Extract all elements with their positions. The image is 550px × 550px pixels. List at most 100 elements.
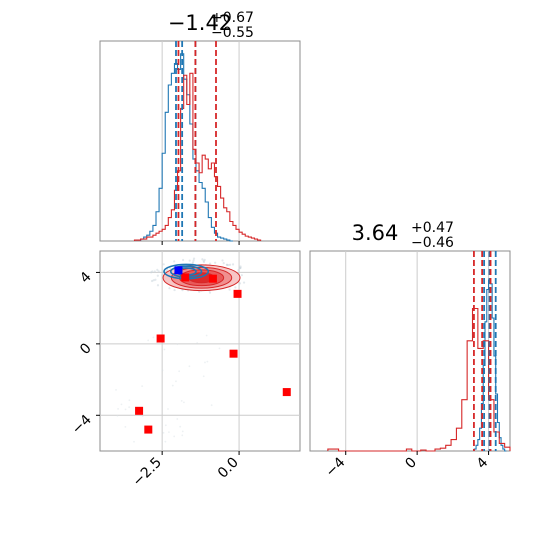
red-square-point	[233, 289, 242, 298]
sample-point	[191, 261, 194, 264]
red-square-point	[135, 406, 144, 415]
sample-point	[162, 263, 165, 266]
sample-point	[179, 425, 182, 428]
sample-point	[222, 261, 225, 265]
sample-point	[169, 267, 172, 270]
red-square-point	[282, 388, 291, 397]
sample-point	[176, 343, 179, 346]
sample-point	[155, 342, 158, 345]
sample-point	[210, 404, 213, 407]
sample-point	[133, 440, 135, 443]
x-tick-label: 0	[402, 455, 420, 473]
sample-point	[156, 284, 160, 287]
sample-point	[164, 424, 167, 427]
sample-point	[154, 278, 157, 281]
sample-point	[156, 274, 159, 277]
sample-point	[161, 369, 164, 372]
sample-point	[178, 370, 181, 373]
sample-point	[218, 347, 221, 350]
title-left-value: −1.42	[168, 11, 232, 35]
sample-point	[150, 271, 153, 274]
sample-point	[182, 401, 185, 404]
sample-point	[171, 384, 174, 387]
sample-point	[181, 258, 185, 262]
panel-top-left-title: −1.42	[168, 11, 232, 35]
sample-point	[201, 258, 204, 261]
sample-point	[242, 281, 246, 284]
panel-bottom-right-histogram: −4 0 4 3.64 +0.47 −0.46	[309, 220, 511, 480]
sample-point	[173, 288, 176, 292]
sample-point	[147, 339, 150, 342]
sample-point	[228, 263, 232, 266]
y-tick-label: 4	[77, 269, 95, 287]
sample-point	[204, 361, 206, 364]
sample-point	[128, 399, 131, 402]
sample-point	[238, 267, 242, 270]
x-tick-label: 4	[474, 454, 492, 472]
title-right-value: 3.64	[352, 221, 399, 245]
panel-bottom-left-scatter: −2.5 0.0 −4 0 4	[69, 250, 301, 490]
panel-bottom-left-frame	[99, 250, 301, 452]
sample-point	[206, 360, 209, 363]
red-square-point	[156, 334, 165, 343]
sample-point	[239, 265, 242, 268]
sample-point	[153, 270, 156, 273]
sample-point	[198, 290, 201, 293]
sample-point	[173, 435, 176, 438]
title-left-sup: +0.67	[211, 10, 254, 26]
sample-point	[231, 263, 235, 266]
sample-point	[156, 268, 159, 271]
sample-point	[208, 291, 212, 294]
panel-top-left-histogram: −1.42 +0.67 −0.55	[99, 10, 301, 245]
y-tick-label: −4	[69, 412, 95, 438]
sample-point	[221, 259, 224, 262]
title-right-sub: −0.46	[411, 235, 454, 251]
title-left-sub: −0.55	[211, 25, 254, 41]
sample-point	[175, 380, 177, 383]
sample-point	[238, 282, 242, 285]
sample-point	[181, 434, 184, 437]
sample-point	[167, 408, 169, 410]
sample-point	[141, 385, 144, 388]
x-tick-label: −4	[323, 454, 349, 480]
sample-point	[124, 408, 127, 411]
histogram-red	[327, 307, 511, 452]
sample-point	[228, 288, 231, 291]
x-tick-label: −2.5	[130, 455, 165, 490]
red-square-point	[229, 349, 238, 358]
sample-point	[141, 415, 144, 417]
sample-point	[124, 426, 127, 428]
sample-point	[192, 259, 195, 262]
sample-point	[202, 375, 205, 378]
sample-point	[120, 403, 123, 406]
blue-square-point	[174, 266, 183, 275]
red-square-point	[181, 273, 190, 282]
sample-point	[192, 257, 196, 260]
sample-point	[240, 274, 243, 277]
sample-point	[168, 287, 171, 290]
sample-point	[152, 336, 155, 339]
sample-point	[161, 274, 164, 277]
sample-point	[209, 262, 212, 265]
red-square-point	[208, 274, 217, 283]
histogram-red	[133, 72, 262, 241]
sample-point	[168, 431, 170, 433]
sample-point	[117, 407, 119, 410]
title-right-sup: +0.47	[411, 220, 454, 236]
sample-point	[225, 263, 229, 267]
red-square-point	[144, 425, 153, 434]
sample-point	[202, 260, 206, 264]
y-tick-label: 0	[77, 340, 95, 358]
sample-point	[181, 430, 184, 433]
sample-point	[128, 406, 131, 409]
sample-point	[150, 279, 154, 283]
sample-point	[163, 348, 166, 351]
sample-point	[115, 388, 117, 391]
sample-point	[214, 261, 217, 264]
sample-point	[157, 270, 160, 273]
sample-point	[188, 259, 191, 262]
sample-point	[116, 414, 119, 417]
panel-top-left-frame	[99, 40, 301, 242]
sample-point	[196, 342, 199, 344]
